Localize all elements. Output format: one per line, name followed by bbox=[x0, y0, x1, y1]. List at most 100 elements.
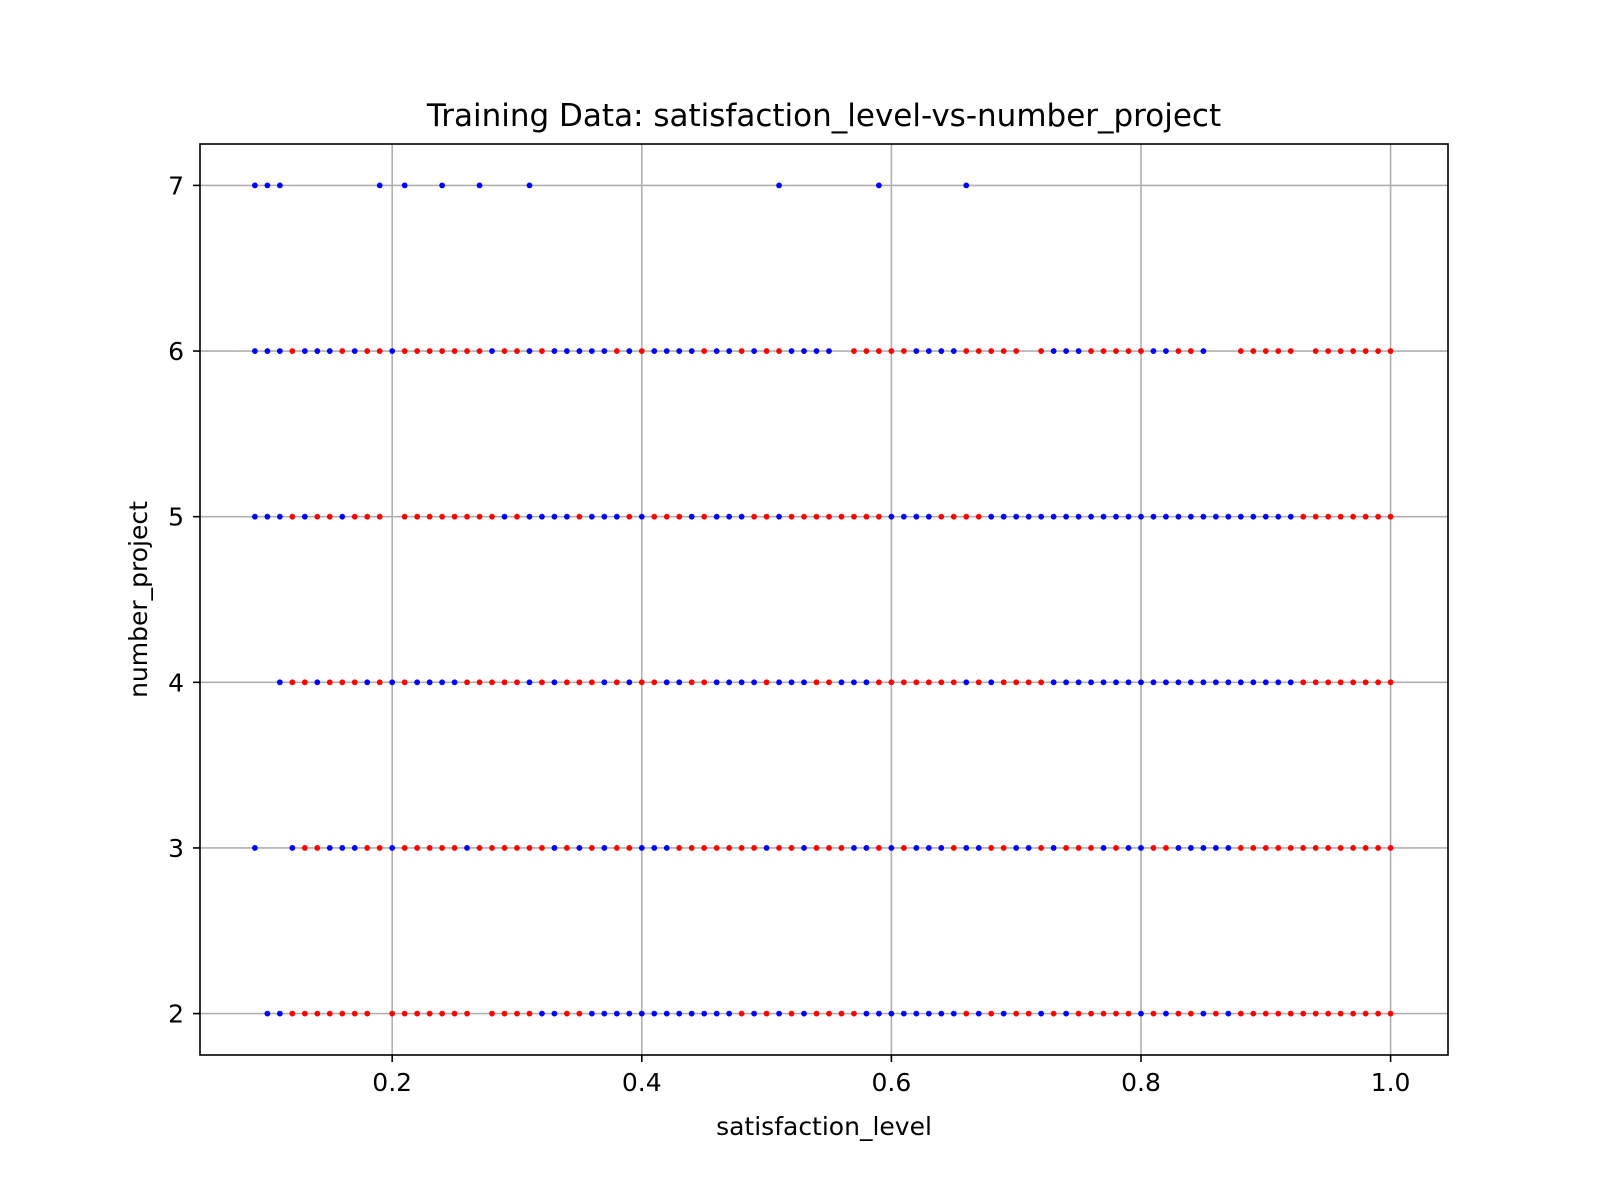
scatter-point bbox=[539, 679, 545, 686]
scatter-point bbox=[1188, 513, 1194, 520]
scatter-point bbox=[1138, 679, 1144, 686]
scatter-point bbox=[1362, 845, 1369, 851]
scatter-point bbox=[888, 348, 895, 354]
y-tick-label: 2 bbox=[168, 1000, 184, 1029]
scatter-point bbox=[701, 845, 708, 851]
scatter-point bbox=[838, 679, 845, 686]
scatter-point bbox=[252, 348, 258, 354]
scatter-point bbox=[376, 348, 383, 354]
scatter-point bbox=[601, 348, 608, 354]
scatter-point bbox=[1250, 679, 1257, 686]
scatter-point bbox=[826, 679, 832, 686]
scatter-point bbox=[676, 348, 683, 354]
scatter-point bbox=[576, 679, 583, 686]
scatter-point bbox=[701, 348, 708, 354]
scatter-point bbox=[588, 513, 595, 520]
scatter-point bbox=[339, 845, 346, 851]
scatter-point bbox=[339, 348, 346, 354]
scatter-point bbox=[301, 679, 308, 686]
scatter-point bbox=[489, 1010, 495, 1017]
scatter-point bbox=[1325, 513, 1332, 520]
scatter-point bbox=[301, 513, 308, 520]
scatter-point bbox=[1237, 1010, 1244, 1017]
scatter-point bbox=[551, 1010, 558, 1017]
scatter-point bbox=[451, 1010, 458, 1017]
scatter-point bbox=[1350, 513, 1357, 520]
scatter-point bbox=[1013, 845, 1020, 851]
scatter-point bbox=[439, 1010, 446, 1017]
scatter-point bbox=[763, 845, 770, 851]
scatter-point bbox=[264, 182, 271, 189]
scatter-point bbox=[1150, 513, 1157, 520]
scatter-point bbox=[1275, 679, 1282, 686]
scatter-point bbox=[1038, 1010, 1045, 1017]
scatter-point bbox=[938, 679, 945, 686]
scatter-point bbox=[626, 513, 633, 520]
scatter-point bbox=[1138, 348, 1144, 354]
scatter-point bbox=[1163, 513, 1169, 520]
scatter-point bbox=[551, 513, 558, 520]
scatter-point bbox=[501, 845, 508, 851]
scatter-point bbox=[988, 513, 995, 520]
scatter-point bbox=[1375, 513, 1382, 520]
scatter-point bbox=[925, 513, 932, 520]
scatter-point bbox=[426, 845, 433, 851]
scatter-point bbox=[1312, 513, 1319, 520]
scatter-point bbox=[626, 348, 633, 354]
scatter-point bbox=[1275, 845, 1282, 851]
scatter-point bbox=[364, 679, 371, 686]
x-tick-label: 1.0 bbox=[1371, 1068, 1411, 1097]
scatter-point bbox=[1050, 1010, 1057, 1017]
scatter-point bbox=[1000, 845, 1007, 851]
scatter-point bbox=[476, 679, 483, 686]
scatter-point bbox=[1325, 348, 1332, 354]
scatter-point bbox=[713, 845, 720, 851]
scatter-point bbox=[1225, 845, 1232, 851]
scatter-point bbox=[988, 679, 995, 686]
scatter-point bbox=[1113, 513, 1119, 520]
scatter-point bbox=[975, 679, 982, 686]
scatter-point bbox=[501, 1010, 508, 1017]
scatter-point bbox=[588, 845, 595, 851]
scatter-point bbox=[788, 513, 795, 520]
scatter-point bbox=[1225, 679, 1232, 686]
scatter-point bbox=[1163, 845, 1169, 851]
scatter-point bbox=[1188, 1010, 1194, 1017]
scatter-point bbox=[613, 1010, 620, 1017]
scatter-point bbox=[1387, 348, 1394, 354]
scatter-point bbox=[826, 513, 832, 520]
scatter-point bbox=[763, 513, 770, 520]
scatter-point bbox=[838, 1010, 845, 1017]
scatter-point bbox=[451, 845, 458, 851]
scatter-point bbox=[1237, 513, 1244, 520]
scatter-point bbox=[551, 845, 558, 851]
scatter-point bbox=[476, 348, 483, 354]
scatter-point bbox=[1250, 513, 1257, 520]
scatter-point bbox=[1350, 1010, 1357, 1017]
scatter-point bbox=[1325, 845, 1332, 851]
scatter-point bbox=[863, 845, 870, 851]
scatter-point bbox=[1375, 1010, 1382, 1017]
scatter-point bbox=[1237, 348, 1244, 354]
scatter-point bbox=[651, 845, 658, 851]
scatter-point bbox=[1050, 513, 1057, 520]
scatter-point bbox=[551, 348, 558, 354]
scatter-point bbox=[1050, 348, 1057, 354]
x-tick-label: 0.8 bbox=[1121, 1068, 1161, 1097]
scatter-point bbox=[301, 845, 308, 851]
scatter-point bbox=[1088, 845, 1094, 851]
scatter-point bbox=[514, 348, 520, 354]
scatter-point bbox=[776, 679, 782, 686]
scatter-point bbox=[1212, 679, 1219, 686]
x-tick-label: 0.2 bbox=[372, 1068, 412, 1097]
scatter-point bbox=[264, 513, 271, 520]
scatter-point bbox=[414, 513, 421, 520]
scatter-point bbox=[351, 845, 358, 851]
scatter-point bbox=[514, 679, 520, 686]
scatter-point bbox=[763, 348, 770, 354]
scatter-point bbox=[701, 679, 708, 686]
scatter-point bbox=[1050, 679, 1057, 686]
scatter-point bbox=[676, 845, 683, 851]
scatter-point bbox=[876, 1010, 882, 1017]
scatter-point bbox=[688, 348, 695, 354]
